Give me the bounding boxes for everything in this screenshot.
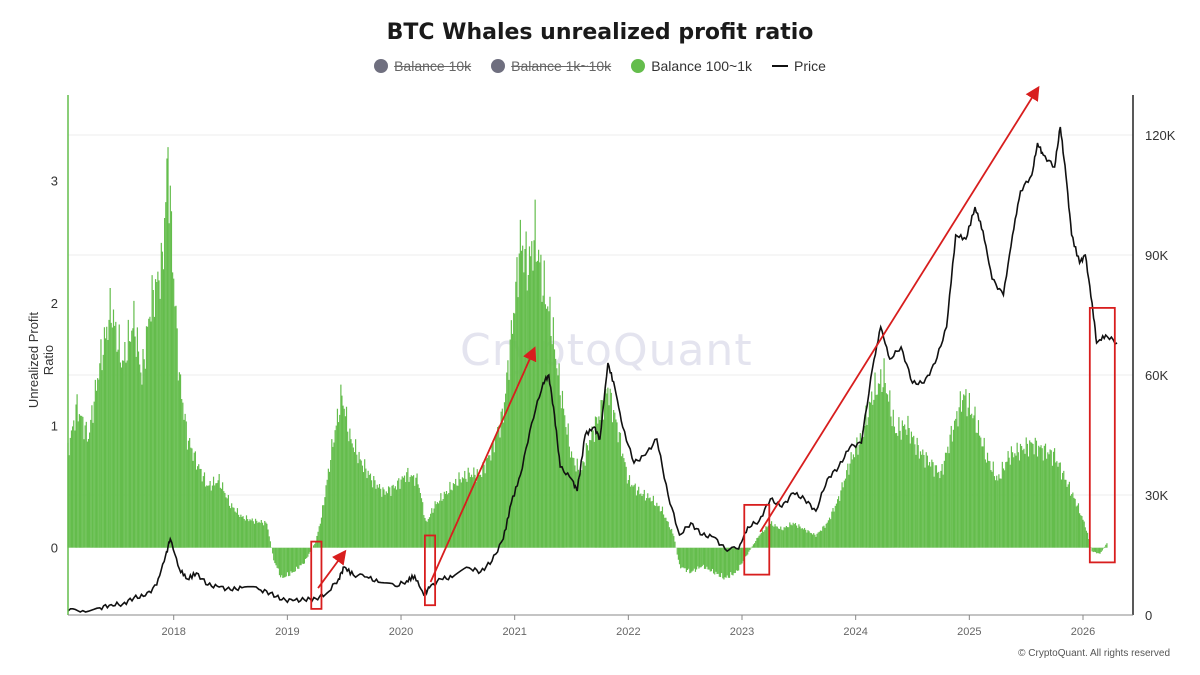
x-tick-label: 2022 bbox=[616, 626, 640, 638]
price-line bbox=[67, 126, 1118, 613]
y-right-tick-label: 0 bbox=[1145, 608, 1152, 623]
legend-line-icon bbox=[772, 65, 788, 67]
x-tick-label: 2025 bbox=[957, 626, 981, 638]
highlight-box bbox=[743, 503, 771, 576]
legend-item-balance-10k[interactable]: Balance 10k bbox=[374, 58, 471, 74]
series-balance-100-1k bbox=[67, 147, 1108, 580]
y-left-tick-label: 3 bbox=[51, 174, 58, 189]
legend-label: Balance 100~1k bbox=[651, 58, 752, 74]
x-tick-label: 2020 bbox=[389, 626, 413, 638]
x-tick-label: 2024 bbox=[843, 626, 867, 638]
y-right-tick-label: 60K bbox=[1145, 368, 1168, 383]
highlight-box bbox=[1088, 306, 1116, 564]
y-left-tick-label: 2 bbox=[51, 296, 58, 311]
trend-arrow bbox=[317, 549, 347, 589]
legend-dot-icon bbox=[491, 59, 506, 73]
legend-label: Price bbox=[794, 58, 826, 74]
legend-dot-icon bbox=[631, 59, 646, 73]
x-tick-label: 2026 bbox=[1071, 626, 1095, 638]
watermark: CryptoQuant bbox=[460, 325, 753, 376]
x-tick-label: 2023 bbox=[730, 626, 754, 638]
y-right-tick-label: 90K bbox=[1145, 248, 1168, 263]
y-left-tick-label: 0 bbox=[51, 541, 58, 556]
legend-label: Balance 1k~10k bbox=[511, 58, 612, 74]
legend-label: Balance 10k bbox=[394, 58, 472, 74]
highlight-box bbox=[310, 540, 323, 610]
legend-item-balance-100-1k[interactable]: Balance 100~1k bbox=[631, 58, 752, 74]
y-left-tick-label: 1 bbox=[51, 418, 58, 433]
legend: Balance 10k Balance 1k~10k Balance 100~1… bbox=[0, 58, 1200, 74]
trend-arrow bbox=[759, 85, 1040, 533]
chart-title: BTC Whales unrealized profit ratio bbox=[386, 20, 814, 45]
y-right-tick-label: 30K bbox=[1145, 488, 1168, 503]
x-tick-label: 2021 bbox=[502, 626, 526, 638]
copyright-credit: © CryptoQuant. All rights reserved bbox=[1018, 648, 1170, 659]
x-tick-label: 2018 bbox=[161, 626, 185, 638]
legend-item-price[interactable]: Price bbox=[772, 58, 826, 74]
trend-arrow bbox=[429, 346, 537, 583]
legend-dot-icon bbox=[374, 59, 389, 73]
y-axis-title: Unrealized Profit Ratio bbox=[26, 311, 56, 409]
legend-item-balance-1k-10k[interactable]: Balance 1k~10k bbox=[491, 58, 611, 74]
x-tick-label: 2019 bbox=[275, 626, 299, 638]
y-right-tick-label: 120K bbox=[1145, 128, 1176, 143]
